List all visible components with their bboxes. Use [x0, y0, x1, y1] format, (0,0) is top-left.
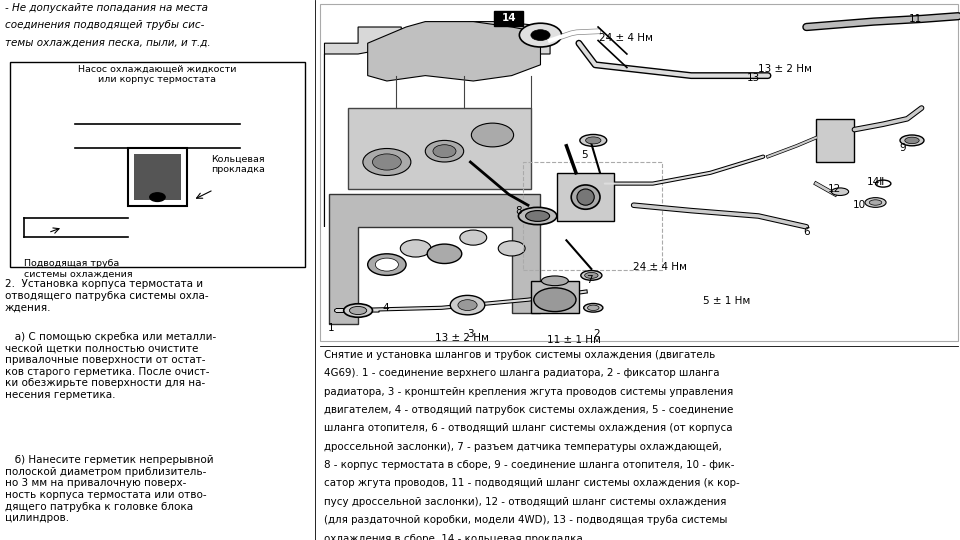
Text: дроссельной заслонки), 7 - разъем датчика температуры охлаждающей,: дроссельной заслонки), 7 - разъем датчик… [324, 442, 721, 452]
Ellipse shape [580, 134, 607, 146]
Ellipse shape [586, 137, 601, 144]
Text: 7: 7 [587, 275, 592, 286]
Text: 13 ± 2 Нм: 13 ± 2 Нм [435, 333, 489, 343]
Text: 14: 14 [501, 13, 516, 23]
Circle shape [534, 288, 576, 312]
Ellipse shape [541, 276, 568, 286]
Text: Снятие и установка шлангов и трубок системы охлаждения (двигатель: Снятие и установка шлангов и трубок сист… [324, 350, 715, 360]
Text: 13 ± 2 Нм: 13 ± 2 Нм [758, 64, 812, 74]
Bar [523, 162, 662, 270]
Text: радиатора, 3 - кронштейн крепления жгута проводов системы управления: радиатора, 3 - кронштейн крепления жгута… [324, 387, 732, 397]
Text: 3: 3 [468, 329, 473, 340]
Text: 8 - корпус термостата в сборе, 9 - соединение шланга отопителя, 10 - фик-: 8 - корпус термостата в сборе, 9 - соеди… [324, 460, 734, 470]
Text: 5 ± 1 Нм: 5 ± 1 Нм [703, 296, 750, 306]
Text: Подводящая труба
системы охлаждения: Подводящая труба системы охлаждения [24, 259, 133, 279]
Polygon shape [368, 22, 540, 81]
Text: 10: 10 [852, 200, 866, 210]
Text: Кольцевая
прокладка: Кольцевая прокладка [210, 154, 265, 174]
Text: (для раздаточной коробки, модели 4WD), 13 - подводящая труба системы: (для раздаточной коробки, модели 4WD), 1… [324, 515, 727, 525]
Ellipse shape [349, 306, 367, 314]
Text: охлаждения в сборе, 14 - кольцевая прокладка.: охлаждения в сборе, 14 - кольцевая прокл… [324, 534, 586, 540]
Bar [816, 119, 854, 162]
Text: 14Ⅱ: 14Ⅱ [866, 177, 885, 187]
Circle shape [460, 230, 487, 245]
Text: пусу дроссельной заслонки), 12 - отводящий шланг системы охлаждения: пусу дроссельной заслонки), 12 - отводящ… [324, 497, 726, 507]
Circle shape [368, 254, 406, 275]
Circle shape [372, 154, 401, 170]
Circle shape [498, 241, 525, 256]
Ellipse shape [344, 303, 372, 317]
Polygon shape [348, 108, 531, 189]
Bar [133, 154, 181, 200]
Ellipse shape [876, 180, 891, 187]
Text: шланга отопителя, 6 - отводящий шланг системы охлаждения (от корпуса: шланга отопителя, 6 - отводящий шланг си… [324, 423, 732, 434]
Ellipse shape [581, 271, 602, 280]
Text: 4: 4 [383, 303, 389, 314]
Bar [557, 173, 614, 221]
Text: а) С помощью скребка или металли-
ческой щетки полностью очистите
привалочные по: а) С помощью скребка или металли- ческой… [5, 332, 216, 400]
Ellipse shape [585, 272, 598, 279]
Text: 12: 12 [828, 184, 841, 194]
Ellipse shape [831, 188, 849, 195]
Text: 9: 9 [900, 143, 905, 153]
Bar [320, 4, 958, 341]
Text: 1: 1 [328, 323, 334, 333]
Ellipse shape [900, 135, 924, 146]
Circle shape [400, 240, 431, 257]
Ellipse shape [865, 198, 886, 207]
Text: 11 ± 1 Нм: 11 ± 1 Нм [547, 335, 601, 346]
Text: 2.  Установка корпуса термостата и
отводящего патрубка системы охла-
ждения.: 2. Установка корпуса термостата и отводя… [5, 279, 208, 312]
Ellipse shape [571, 185, 600, 209]
Circle shape [363, 148, 411, 176]
Circle shape [425, 140, 464, 162]
Text: 2: 2 [593, 329, 599, 340]
Text: двигателем, 4 - отводящий патрубок системы охлаждения, 5 - соединение: двигателем, 4 - отводящий патрубок систе… [324, 405, 732, 415]
Text: 13: 13 [747, 73, 760, 84]
Circle shape [375, 258, 398, 271]
Bar [10, 62, 305, 267]
Text: 4G69). 1 - соединение верхнего шланга радиатора, 2 - фиксатор шланга: 4G69). 1 - соединение верхнего шланга ра… [324, 368, 719, 379]
Text: б) Нанесите герметик непрерывной
полоской диаметром приблизитель-
но 3 мм на при: б) Нанесите герметик непрерывной полоско… [5, 455, 213, 523]
Text: 8: 8 [516, 206, 521, 217]
Text: сатор жгута проводов, 11 - подводящий шланг системы охлаждения (к кор-: сатор жгута проводов, 11 - подводящий шл… [324, 478, 739, 489]
Circle shape [519, 23, 562, 47]
Polygon shape [324, 22, 550, 227]
Circle shape [531, 30, 550, 40]
Ellipse shape [577, 189, 594, 205]
Circle shape [150, 193, 165, 201]
Ellipse shape [518, 207, 557, 225]
Text: соединения подводящей трубы сис-: соединения подводящей трубы сис- [5, 20, 204, 30]
Text: Насос охлаждающей жидкости
или корпус термостата: Насос охлаждающей жидкости или корпус те… [78, 65, 237, 84]
Circle shape [427, 244, 462, 264]
Ellipse shape [526, 211, 549, 221]
Text: 24 ± 4 Нм: 24 ± 4 Нм [599, 33, 653, 44]
Ellipse shape [870, 200, 881, 205]
Text: 6: 6 [804, 227, 809, 237]
Polygon shape [329, 194, 540, 324]
Ellipse shape [904, 137, 920, 144]
Bar [531, 281, 579, 313]
Text: 5: 5 [582, 150, 588, 160]
Circle shape [458, 300, 477, 310]
Text: - Не допускайте попадания на места: - Не допускайте попадания на места [5, 3, 207, 13]
Text: темы охлаждения песка, пыли, и т.д.: темы охлаждения песка, пыли, и т.д. [5, 37, 210, 48]
Text: 24 ± 4 Нм: 24 ± 4 Нм [633, 262, 686, 272]
Circle shape [433, 145, 456, 158]
FancyBboxPatch shape [494, 11, 523, 26]
Circle shape [450, 295, 485, 315]
Bar [128, 148, 187, 206]
Ellipse shape [584, 303, 603, 312]
Text: 11: 11 [909, 14, 923, 24]
Ellipse shape [588, 305, 599, 310]
Circle shape [471, 123, 514, 147]
